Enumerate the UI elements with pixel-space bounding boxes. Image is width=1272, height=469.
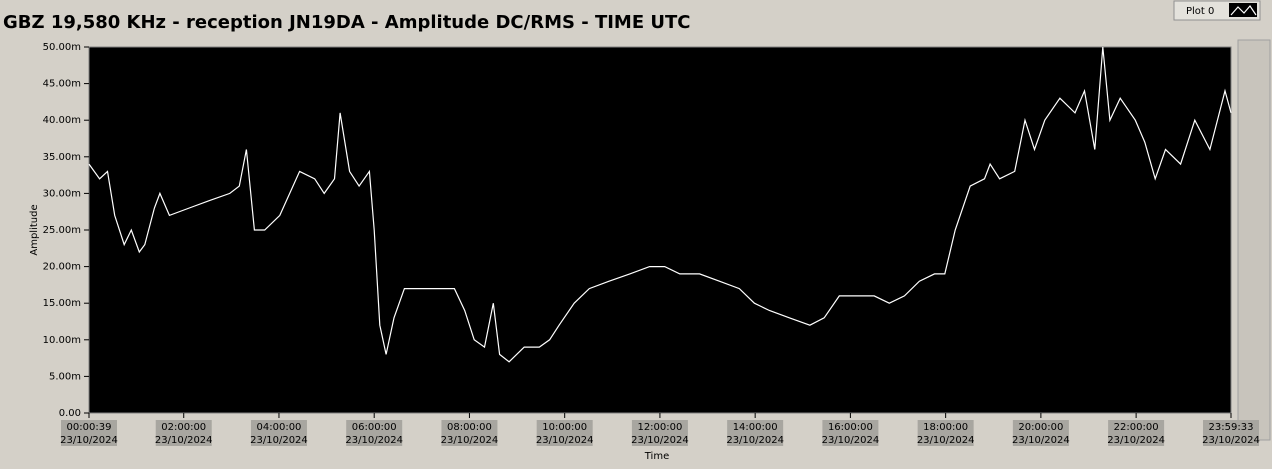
x-tick-label-bg — [917, 420, 974, 446]
x-tick-label-bg — [727, 420, 784, 446]
x-tick-label: 00:00:39 — [67, 422, 112, 433]
y-tick-label: 30.00m — [43, 188, 81, 199]
x-tick-date: 23/10/2024 — [536, 435, 594, 446]
x-tick-label: 12:00:00 — [637, 422, 682, 433]
x-tick-date: 23/10/2024 — [917, 435, 975, 446]
chart-title: GBZ 19,580 KHz - reception JN19DA - Ampl… — [3, 12, 691, 33]
x-tick-date: 23/10/2024 — [60, 435, 118, 446]
x-tick-label: 22:00:00 — [1114, 422, 1159, 433]
x-tick-label: 14:00:00 — [733, 422, 778, 433]
x-axis-title: Time — [644, 451, 669, 462]
x-tick-date: 23/10/2024 — [250, 435, 308, 446]
x-tick-label: 06:00:00 — [352, 422, 397, 433]
x-tick-date: 23/10/2024 — [1202, 435, 1260, 446]
x-tick-label-bg — [822, 420, 879, 446]
plot-area — [88, 46, 1232, 414]
x-tick-date: 23/10/2024 — [631, 435, 689, 446]
x-tick-date: 23/10/2024 — [155, 435, 213, 446]
x-tick-label-bg — [1108, 420, 1165, 446]
x-tick-label-bg — [441, 420, 498, 446]
y-tick-label: 40.00m — [43, 115, 81, 126]
x-tick-label: 23:59:33 — [1209, 422, 1254, 433]
x-tick-label: 18:00:00 — [923, 422, 968, 433]
x-tick-label-bg — [536, 420, 593, 446]
data-line — [88, 46, 1232, 363]
y-tick-label: 45.00m — [43, 79, 81, 90]
legend-label: Plot 0 — [1186, 6, 1214, 17]
x-tick-label-bg — [61, 420, 117, 446]
y-tick-label: 35.00m — [43, 152, 81, 163]
x-tick-label-bg — [155, 420, 212, 446]
x-tick-date: 23/10/2024 — [345, 435, 403, 446]
x-tick-label: 20:00:00 — [1018, 422, 1063, 433]
y-tick-label: 0.00 — [59, 408, 81, 419]
y-axis-title: Amplitude — [29, 204, 40, 255]
x-tick-label-bg — [250, 420, 307, 446]
x-tick-label: 10:00:00 — [542, 422, 587, 433]
y-tick-label: 15.00m — [43, 298, 81, 309]
y-tick-label: 25.00m — [43, 225, 81, 236]
x-tick-label: 02:00:00 — [161, 422, 206, 433]
y-tick-label: 50.00m — [43, 42, 81, 53]
x-tick-date: 23/10/2024 — [822, 435, 880, 446]
x-tick-date: 23/10/2024 — [441, 435, 499, 446]
x-tick-label-bg — [631, 420, 688, 446]
x-tick-date: 23/10/2024 — [1012, 435, 1070, 446]
x-tick-label-bg — [346, 420, 403, 446]
y-tick-label: 5.00m — [49, 371, 81, 382]
side-panel — [1237, 39, 1271, 441]
x-tick-label: 16:00:00 — [828, 422, 873, 433]
x-tick-date: 23/10/2024 — [1107, 435, 1165, 446]
x-tick-label-bg — [1203, 420, 1259, 446]
x-tick-label-bg — [1012, 420, 1069, 446]
x-tick-label: 08:00:00 — [447, 422, 492, 433]
legend-line — [1230, 5, 1257, 16]
x-tick-label: 04:00:00 — [257, 422, 302, 433]
x-tick-date: 23/10/2024 — [726, 435, 784, 446]
y-tick-label: 10.00m — [43, 335, 81, 346]
y-tick-label: 20.00m — [43, 262, 81, 273]
